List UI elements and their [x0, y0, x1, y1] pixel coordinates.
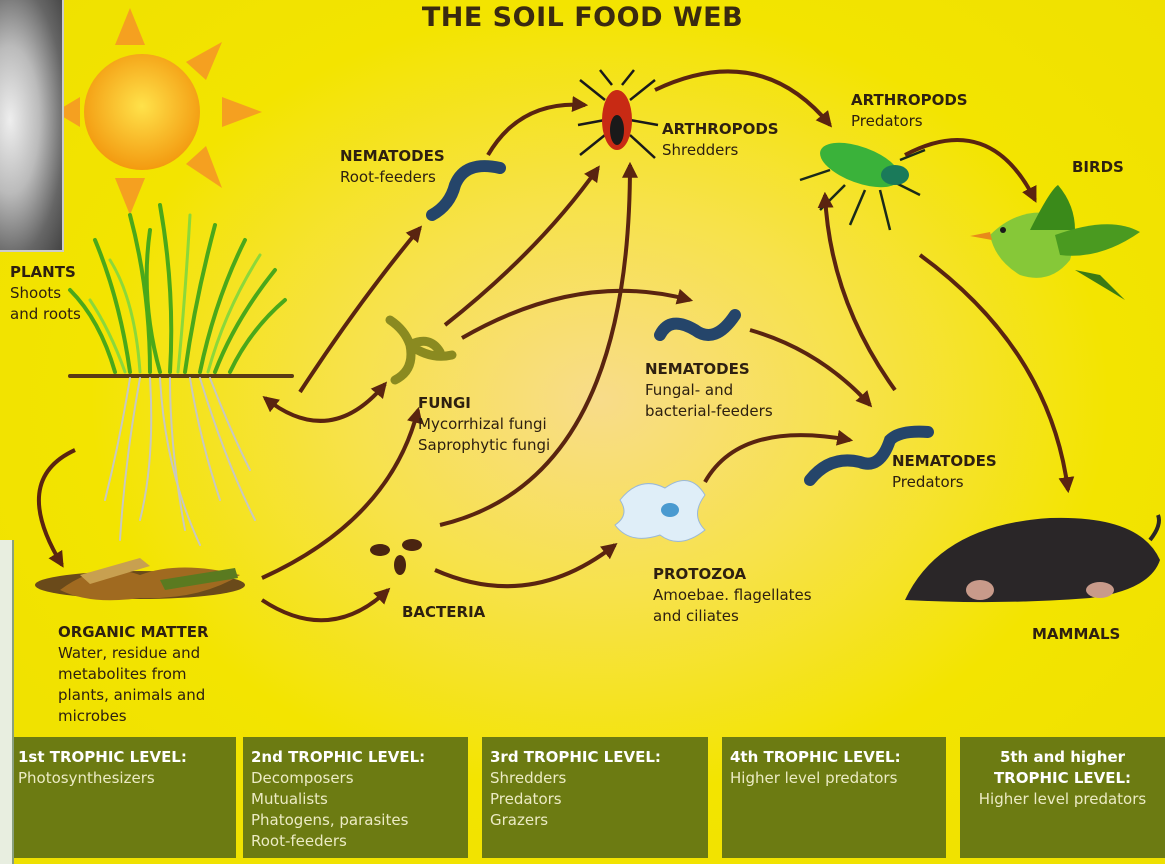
node-detail: Shredders [662, 140, 779, 161]
trophic-level-item: Photosynthesizers [18, 768, 228, 789]
trophic-level-item: Grazers [490, 810, 700, 831]
trophic-level-item: Higher level predators [730, 768, 938, 789]
bird-icon [970, 185, 1140, 300]
mole-icon [905, 515, 1160, 602]
trophic-level-title: 3rd TROPHIC LEVEL: [490, 747, 700, 768]
sun-icon [55, 8, 262, 215]
trophic-level-title: 2nd TROPHIC LEVEL: [251, 747, 460, 768]
soil-food-web-screenshot: THE SOIL FOOD WEB PLANTSShootsand roots O… [0, 0, 1165, 864]
node-label: FUNGI [418, 393, 550, 414]
node-detail: Root-feeders [340, 167, 445, 188]
node-label: BIRDS [1072, 157, 1124, 178]
node-label: PLANTS [10, 262, 81, 283]
node-label: ARTHROPODS [851, 90, 968, 111]
node-label: PROTOZOA [653, 564, 812, 585]
node-label: ORGANIC MATTER [58, 622, 209, 643]
plants-icon [70, 205, 292, 545]
trophic-level-item: Shredders [490, 768, 700, 789]
trophic-level-item: Predators [490, 789, 700, 810]
trophic-level-title: TROPHIC LEVEL: [968, 768, 1157, 789]
node-detail: Amoebae. flagellates [653, 585, 812, 606]
bacteria-icon [370, 539, 422, 575]
fungi-icon [390, 320, 452, 380]
node: BACTERIA [402, 602, 485, 623]
overlay-photo [0, 0, 64, 252]
overlay-panel [0, 540, 14, 864]
node: BIRDS [1072, 157, 1124, 178]
arthropod-shredder-icon [578, 70, 658, 158]
illustration [0, 0, 1165, 864]
node-label: NEMATODES [340, 146, 445, 167]
trophic-level-item: Phatogens, parasites [251, 810, 460, 831]
node-detail: Fungal- and [645, 380, 773, 401]
node-label: BACTERIA [402, 602, 485, 623]
node-detail: plants, animals and [58, 685, 209, 706]
node-label: ARTHROPODS [662, 119, 779, 140]
node-label: MAMMALS [1032, 624, 1120, 645]
node-detail: metabolites from [58, 664, 209, 685]
node-detail: Water, residue and [58, 643, 209, 664]
node-detail: and ciliates [653, 606, 812, 627]
diagram-title: THE SOIL FOOD WEB [0, 2, 1165, 33]
trophic-level-box: 1st TROPHIC LEVEL:Photosynthesizers [0, 737, 236, 858]
node-detail: Predators [892, 472, 997, 493]
trophic-level-title: 1st TROPHIC LEVEL: [18, 747, 228, 768]
node-detail: Predators [851, 111, 968, 132]
node-detail: Shoots [10, 283, 81, 304]
trophic-level-item: Root-feeders [251, 831, 460, 852]
node-detail: microbes [58, 706, 209, 727]
protozoa-icon [615, 480, 705, 541]
node-label: NEMATODES [645, 359, 773, 380]
trophic-level-item: Decomposers [251, 768, 460, 789]
node-detail: Mycorrhizal fungi [418, 414, 550, 435]
organic-matter-icon [35, 558, 245, 600]
trophic-level-item: Higher level predators [968, 789, 1157, 810]
node-detail: and roots [10, 304, 81, 325]
trophic-level-item: Mutualists [251, 789, 460, 810]
node-detail: Saprophytic fungi [418, 435, 550, 456]
node: MAMMALS [1032, 624, 1120, 645]
trophic-level-title: 5th and higher [968, 747, 1157, 768]
node-label: NEMATODES [892, 451, 997, 472]
trophic-level-box: 4th TROPHIC LEVEL:Higher level predators [722, 737, 946, 858]
node-detail: bacterial-feeders [645, 401, 773, 422]
arthropod-predator-icon [800, 134, 925, 230]
trophic-level-title: 4th TROPHIC LEVEL: [730, 747, 938, 768]
